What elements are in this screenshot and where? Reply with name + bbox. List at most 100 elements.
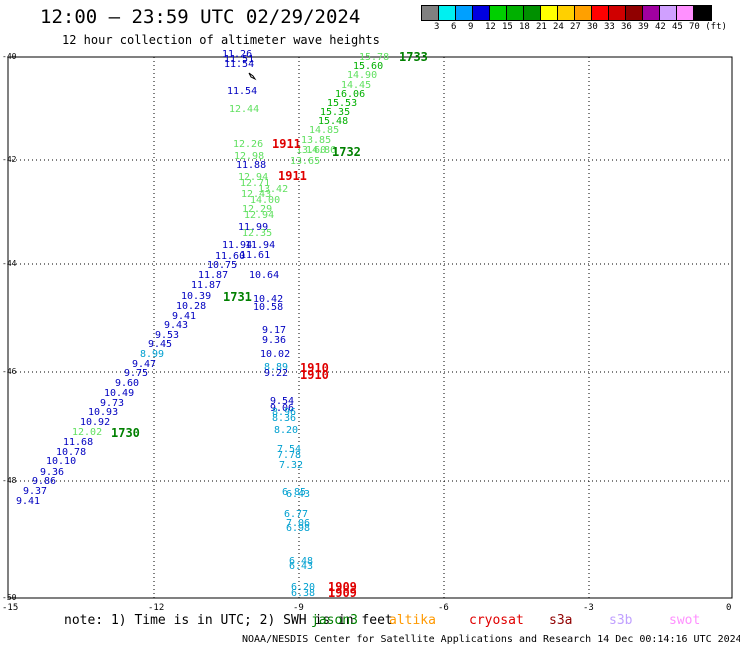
wave-height-label: 9.60 <box>115 378 140 389</box>
legend-item-jason3: jason3 <box>311 613 358 628</box>
wave-height-label: 12.02 <box>72 427 103 438</box>
page-subtitle: 12 hour collection of altimeter wave hei… <box>62 33 380 47</box>
pass-time-label: 1910 <box>300 368 329 382</box>
wave-height-label: 11.87 <box>198 270 229 281</box>
wave-height-label: 13.65 <box>290 156 321 167</box>
wave-height-label: 10.02 <box>260 349 291 360</box>
latitude-tick: -40 <box>2 52 17 61</box>
wave-height-label: 11.26 <box>222 49 253 60</box>
pass-time-label: 1730 <box>111 426 140 440</box>
wave-height-label: 10.10 <box>46 456 77 467</box>
color-swatch <box>643 6 660 20</box>
wave-height-label: 9.86 <box>32 476 57 487</box>
map-grid <box>8 57 732 598</box>
longitude-tick: 0 <box>726 603 732 613</box>
wave-height-label: 9.47 <box>132 359 157 370</box>
wave-height-label: 6.38 <box>291 588 316 599</box>
wave-height-label: 11.88 <box>236 160 267 171</box>
wave-height-label: 11.60 <box>215 251 246 262</box>
wave-height-label: 9.75 <box>124 368 149 379</box>
pass-time-label: 1731 <box>223 290 252 304</box>
wave-height-label: 8.20 <box>274 425 299 436</box>
wave-height-label: 16.06 <box>335 89 366 100</box>
footer-credit: NOAA/NESDIS Center for Satellite Applica… <box>242 634 740 645</box>
wave-height-label: 6.98 <box>286 523 311 534</box>
color-scale-label: 27 <box>570 22 581 32</box>
color-swatch <box>694 6 711 20</box>
wave-height-label: 9.43 <box>164 320 189 331</box>
color-scale-label: 33 <box>604 22 615 32</box>
page-title: 12:00 – 23:59 UTC 02/29/2024 <box>40 6 361 28</box>
longitude-tick: -6 <box>438 603 449 613</box>
latitude-tick: -46 <box>2 367 17 376</box>
wave-height-label: 8.96 <box>272 407 297 418</box>
color-scale-label: 42 <box>655 22 666 32</box>
color-swatch <box>626 6 643 20</box>
wave-height-label: 9.06 <box>270 403 295 414</box>
color-scale-label: 70 (ft) <box>689 22 727 32</box>
pass-time-label: 1910 <box>300 361 329 375</box>
pass-time-label: 1909 <box>328 580 357 594</box>
wave-height-label: 7.32 <box>279 460 304 471</box>
color-scale-label: 12 <box>485 22 496 32</box>
wave-height-label: 9.54 <box>270 396 295 407</box>
wave-height-label: 12.26 <box>233 139 264 150</box>
wave-height-label: 12.35 <box>242 228 273 239</box>
latitude-tick: -48 <box>2 476 17 485</box>
wave-height-label: 10.28 <box>176 301 207 312</box>
color-swatch <box>541 6 558 20</box>
legend-item-altika: altika <box>389 613 436 628</box>
color-swatch <box>575 6 592 20</box>
color-swatch <box>439 6 456 20</box>
wave-height-label: 15.53 <box>327 98 358 109</box>
color-swatch <box>507 6 524 20</box>
wave-height-label: 8.89 <box>264 362 289 373</box>
wave-height-label: 12.44 <box>229 104 260 115</box>
color-scale-label: 39 <box>638 22 649 32</box>
color-scale-label: 15 <box>502 22 513 32</box>
color-swatch <box>490 6 507 20</box>
wave-height-label: 14.45 <box>341 80 372 91</box>
wave-height-label: 6.77 <box>284 509 309 520</box>
color-scale-label: 3 <box>434 22 440 32</box>
wave-height-label: 15.48 <box>318 116 349 127</box>
wave-height-label: 8.36 <box>272 413 297 424</box>
wave-height-label: 6.43 <box>289 561 314 572</box>
wave-height-label: 9.41 <box>16 496 41 507</box>
wave-height-label: 11.54 <box>224 59 255 70</box>
pass-time-label: 1911 <box>272 137 301 151</box>
wave-height-label: 11.87 <box>191 280 222 291</box>
wave-height-label: 15.35 <box>320 107 351 118</box>
latitude-tick: -44 <box>2 259 17 268</box>
wave-height-label: 6.43 <box>286 489 311 500</box>
footer-note: note: 1) Time is in UTC; 2) SWH is in fe… <box>64 613 393 628</box>
wave-height-label: 13.60 <box>296 145 327 156</box>
wave-height-label: 11.61 <box>240 250 271 261</box>
wave-height-label: 12.29 <box>242 204 273 215</box>
color-swatch <box>660 6 677 20</box>
pass-time-label: 1733 <box>399 50 428 64</box>
wave-height-label: 14.85 <box>309 125 340 136</box>
wave-height-label: 6.48 <box>289 556 314 567</box>
wave-height-label: 11.99 <box>238 222 269 233</box>
longitude-tick: -3 <box>583 603 594 613</box>
color-scale-label: 18 <box>519 22 530 32</box>
color-swatch <box>677 6 694 20</box>
wave-height-label: 7.06 <box>286 518 311 529</box>
latitude-tick: -42 <box>2 155 17 164</box>
color-scale-label: 6 <box>451 22 457 32</box>
wave-height-label: 11.51 <box>224 54 255 65</box>
legend-item-cryosat: cryosat <box>469 613 524 628</box>
color-scale-label: 24 <box>553 22 564 32</box>
wave-height-label: 9.41 <box>172 311 197 322</box>
wave-height-label: 12.43 <box>241 189 272 200</box>
wave-height-label: 15.78 <box>359 52 390 63</box>
wave-height-label: 10.93 <box>88 407 119 418</box>
wave-height-label: 15.60 <box>353 61 384 72</box>
latitude-tick: -50 <box>2 593 17 602</box>
wave-height-label: 10.64 <box>249 270 280 281</box>
wave-height-label: 6.20 <box>291 582 316 593</box>
wave-height-label: 11.94 <box>222 240 253 251</box>
color-swatch <box>524 6 541 20</box>
